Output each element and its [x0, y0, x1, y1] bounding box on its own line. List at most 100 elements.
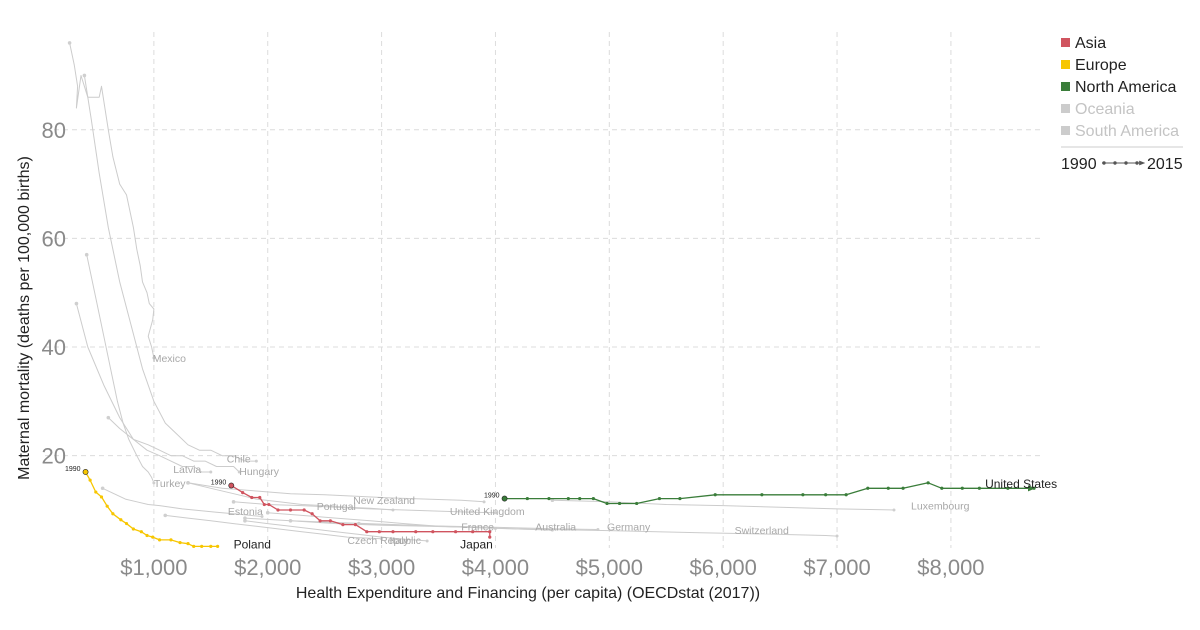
- data-point-turkey: [84, 252, 89, 257]
- legend-timeline-dot: [1113, 161, 1117, 165]
- data-point-poland: [151, 535, 155, 539]
- data-point-united-states: [1006, 486, 1010, 490]
- data-point-united-states: [501, 495, 508, 502]
- series-line-italy: [244, 520, 428, 542]
- country-labels: Mexico Chile Latvia Hungary Turkey Portugal Es…: [153, 353, 1057, 552]
- series-line-united-kingdom: [233, 501, 496, 514]
- data-point-chile: [254, 459, 258, 463]
- data-point-united-states: [591, 496, 595, 501]
- legend-label-oceania: Oceania: [1075, 101, 1135, 118]
- data-point-latvia: [209, 470, 213, 474]
- x-axis-ticks: $1,000 $2,000 $3,000 $4,000 $5,000 $6,000 $7,0…: [120, 555, 984, 580]
- data-point-poland: [157, 538, 162, 542]
- data-point-united-states: [635, 501, 639, 506]
- country-label-new-zealand: New Zealand: [353, 495, 415, 507]
- country-label-estonia: Estonia: [228, 506, 263, 518]
- data-point-japan: [250, 495, 254, 500]
- data-point-poland: [209, 544, 213, 548]
- legend-label-asia: Asia: [1075, 35, 1106, 52]
- data-point-japan: [471, 530, 475, 534]
- data-point-united-states: [566, 496, 570, 501]
- legend-timeline-dot: [1102, 161, 1106, 165]
- data-point-united-states: [940, 486, 944, 490]
- country-label-united-kingdom: United Kingdom: [450, 506, 525, 518]
- data-point-czech-republic: [380, 537, 384, 541]
- data-point-united-states: [547, 496, 551, 501]
- country-label-portugal: Portugal: [317, 501, 356, 513]
- data-point-japan: [328, 519, 332, 523]
- data-point-poland: [169, 538, 173, 542]
- legend-label-south-america: South America: [1075, 123, 1179, 140]
- data-point-united-states: [801, 493, 805, 497]
- data-point-united-states: [1032, 486, 1036, 490]
- data-point-poland: [139, 530, 143, 534]
- data-point-united-states: [886, 486, 890, 490]
- data-point-germany: [288, 519, 293, 523]
- data-point-japan: [258, 495, 262, 500]
- legend-year-end: 2015: [1147, 156, 1183, 173]
- start-year-label-japan: 1990: [211, 480, 227, 487]
- data-point-poland: [105, 504, 109, 508]
- y-tick-label: 60: [42, 226, 66, 251]
- x-tick-label: $3,000: [348, 555, 415, 580]
- data-point-poland: [216, 544, 220, 548]
- y-axis-title: Maternal mortality (deaths per 100,000 b…: [16, 156, 33, 480]
- x-tick-label: $2,000: [234, 555, 301, 580]
- data-point-japan: [488, 535, 492, 539]
- legend-label-europe: Europe: [1075, 57, 1127, 74]
- data-point-japan: [353, 523, 358, 527]
- start-year-label-poland: 1990: [65, 466, 81, 473]
- data-point-switzerland: [835, 534, 839, 538]
- data-point-poland: [119, 518, 123, 522]
- series-line-turkey: [86, 254, 155, 483]
- series-line-czech-republic: [165, 514, 382, 540]
- data-point-japan: [310, 512, 314, 516]
- data-point-luxembourg: [892, 508, 896, 512]
- country-label-turkey: Turkey: [154, 478, 186, 490]
- data-point-estonia: [100, 486, 105, 491]
- legend-timeline-dot: [1124, 161, 1128, 165]
- x-tick-label: $8,000: [917, 555, 984, 580]
- data-point-japan: [414, 530, 418, 534]
- data-point-united-states: [824, 493, 828, 497]
- data-point-japan: [391, 530, 395, 534]
- series-line-mexico: [69, 42, 155, 359]
- data-point-poland: [111, 512, 115, 516]
- data-point-japan: [377, 530, 381, 534]
- data-point-united-states: [578, 496, 582, 501]
- country-label-chile: Chile: [227, 453, 251, 465]
- data-point-mexico: [152, 356, 156, 360]
- data-point-poland: [88, 478, 92, 482]
- data-point-united-states: [760, 493, 764, 497]
- data-point-japan: [262, 502, 266, 507]
- y-tick-label: 20: [42, 444, 66, 469]
- data-point-united-states: [617, 501, 622, 506]
- legend-timeline-dot: [1135, 161, 1139, 165]
- data-point-japan: [302, 508, 306, 512]
- series-line-switzerland: [358, 523, 838, 537]
- legend-swatch-europe: [1061, 60, 1070, 69]
- data-point-united-states: [866, 486, 870, 490]
- legend-swatch-oceania: [1061, 104, 1070, 113]
- data-point-japan: [318, 519, 322, 523]
- data-point-poland: [200, 544, 204, 548]
- country-label-united-states: United States: [985, 477, 1057, 491]
- data-point-hungary: [237, 470, 241, 474]
- x-axis-title: Health Expenditure and Financing (per ca…: [296, 585, 760, 602]
- series-line-chile: [83, 75, 257, 462]
- country-label-mexico: Mexico: [153, 353, 186, 365]
- data-point-united-kingdom: [231, 500, 236, 504]
- data-point-japan: [267, 502, 271, 507]
- country-label-poland: Poland: [234, 538, 271, 552]
- series-line-portugal: [187, 482, 394, 511]
- data-point-turkey: [152, 481, 156, 485]
- country-label-luxembourg: Luxembourg: [911, 501, 970, 513]
- x-tick-label: $5,000: [576, 555, 643, 580]
- data-point-poland: [192, 544, 196, 548]
- data-point-united-states: [605, 501, 609, 506]
- legend-swatch-north-america: [1061, 82, 1070, 91]
- country-label-japan: Japan: [460, 538, 493, 552]
- start-year-label-united-states: 1990: [484, 493, 500, 500]
- data-point-japan: [431, 530, 435, 534]
